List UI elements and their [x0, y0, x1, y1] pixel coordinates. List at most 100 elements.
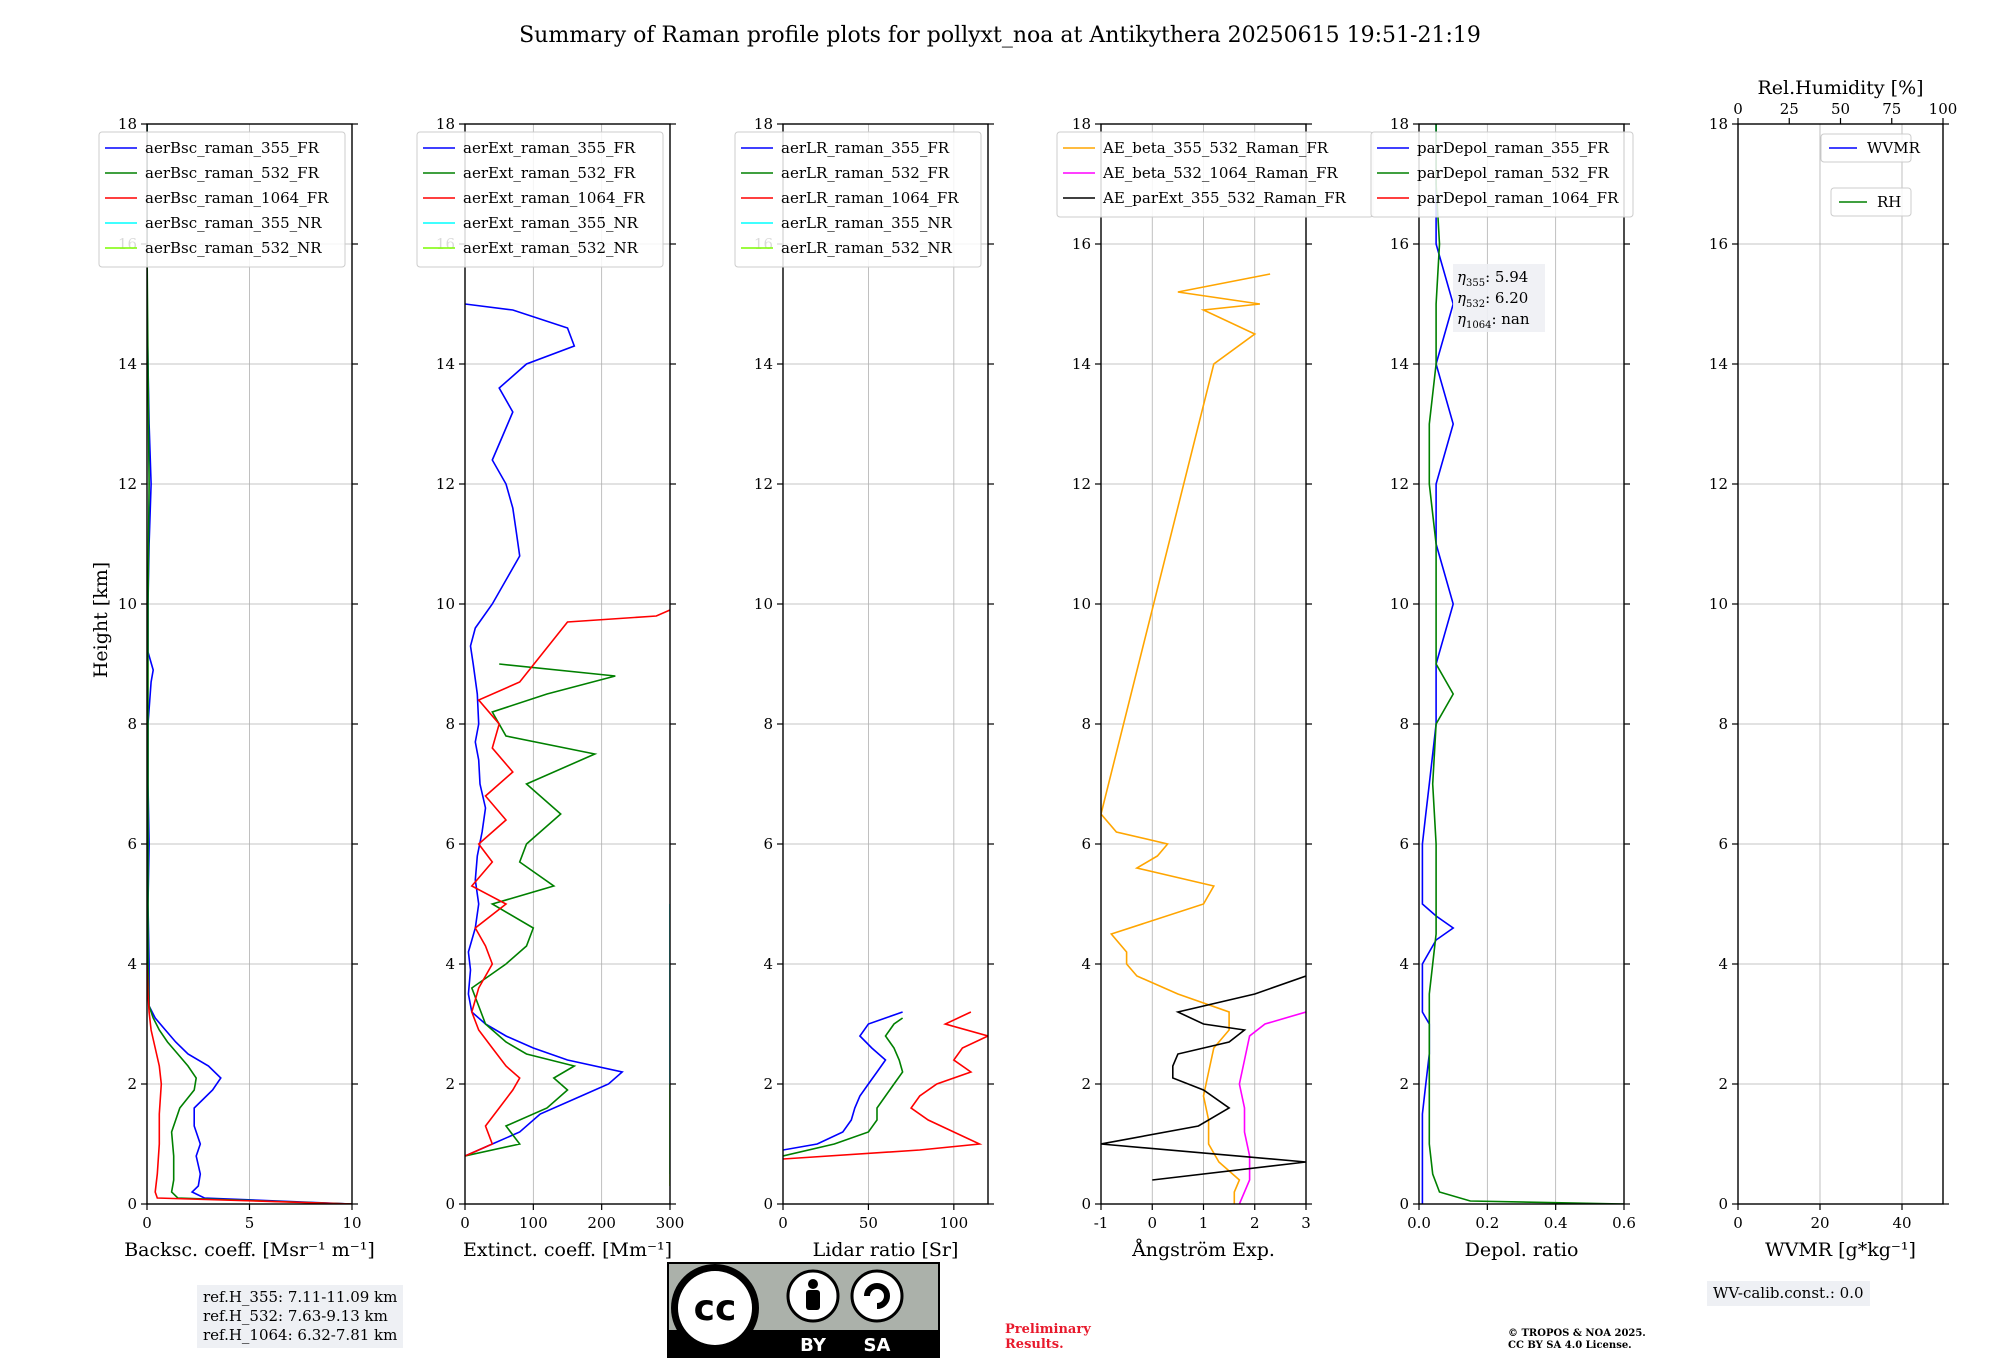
legend-box	[1370, 131, 1634, 218]
y-tick-label: 12	[436, 475, 455, 493]
x-tick-label: 20	[1810, 1214, 1829, 1232]
y-tick-label: 0	[1718, 1195, 1728, 1213]
sa-label: SA	[864, 1335, 891, 1356]
series-line-aerExt_raman_1064_FR	[465, 609, 670, 1157]
legend-entry-aerBsc_raman_1064_FR: aerBsc_raman_1064_FR	[145, 189, 329, 207]
sa-icon	[850, 1269, 904, 1323]
x-tick-label: 10	[342, 1214, 361, 1232]
copyright-note: © TROPOS & NOA 2025. CC BY SA 4.0 Licens…	[1508, 1328, 1646, 1352]
series-group	[147, 124, 352, 1204]
ref-h-1064: ref.H_1064: 6.32-7.81 km	[203, 1326, 398, 1344]
top-tick-label: 50	[1831, 100, 1850, 118]
series-line-AE_parExt_355_532_Raman_FR	[1101, 975, 1306, 1181]
y-tick-label: 18	[1072, 115, 1091, 133]
x-axis-label: Depol. ratio	[1465, 1239, 1579, 1261]
legend: aerBsc_raman_355_FR aerBsc_raman_532_FRae…	[98, 131, 346, 268]
top-tick-label: 75	[1882, 100, 1901, 118]
legend-entry-AE_beta_532_1064_Raman_FR: AE_beta_532_1064_Raman_FR	[1102, 164, 1338, 182]
y-tick-label: 2	[127, 1075, 137, 1093]
y-tick-label: 14	[118, 355, 137, 373]
y-tick-label: 8	[445, 715, 455, 733]
y-tick-label: 2	[1718, 1075, 1728, 1093]
y-tick-label: 12	[1390, 475, 1409, 493]
y-tick-label: 12	[1709, 475, 1728, 493]
legend-entry-aerExt_raman_1064_FR: aerExt_raman_1064_FR	[463, 189, 645, 207]
x-axis-label: Backsc. coeff. [Msr⁻¹ m⁻¹]	[124, 1239, 375, 1261]
y-tick-label: 14	[1390, 355, 1409, 373]
sa-icon-arrow	[864, 1283, 890, 1309]
y-tick-label: 6	[1399, 835, 1409, 853]
y-tick-label: 8	[763, 715, 773, 733]
x-tick-label: 0	[1147, 1214, 1157, 1232]
eta-subscript: 532	[1466, 299, 1485, 310]
series-line-aerLR_raman_532_FR	[783, 1017, 904, 1157]
y-tick-label: 2	[763, 1075, 773, 1093]
series-line-aerLR_raman_355_FR	[783, 1011, 903, 1151]
x-tick-label: 300	[656, 1214, 685, 1232]
y-tick-label: 18	[754, 115, 773, 133]
legend-box	[734, 131, 982, 268]
y-tick-label: 8	[127, 715, 137, 733]
y-tick-label: 16	[1390, 235, 1409, 253]
x-tick-label: 0.2	[1475, 1214, 1499, 1232]
y-tick-label: 0	[763, 1195, 773, 1213]
legend-entry-aerBsc_raman_355_FR: aerBsc_raman_355_FR	[145, 139, 320, 157]
legend-box	[1820, 133, 1912, 163]
y-tick-label: 2	[1399, 1075, 1409, 1093]
x-tick-label: 0	[778, 1214, 788, 1232]
x-tick-label: 40	[1892, 1214, 1911, 1232]
y-tick-label: 14	[1072, 355, 1091, 373]
x-tick-label: 0	[142, 1214, 152, 1232]
y-tick-label: 18	[118, 115, 137, 133]
legend-entry-parDepol_raman_355_FR: parDepol_raman_355_FR	[1417, 139, 1610, 157]
panel-depolarization: 0 2 4 6 8 10 12 14 16 18 0.0 0.2 0.4 0.6 Depol. ratio p…	[1370, 115, 1636, 1261]
eta-subscript: 1064	[1466, 320, 1491, 331]
y-tick-label: 2	[1081, 1075, 1091, 1093]
wv-calibration-box: WV-calib.const.: 0.0	[1707, 1281, 1870, 1306]
axes-frame	[1418, 123, 1625, 1205]
series-line-parDepol_raman_355_FR	[1421, 124, 1455, 1204]
legend: parDepol_raman_355_FR parDepol_raman_532_…	[1370, 131, 1634, 218]
by-icon-body	[806, 1290, 820, 1310]
y-tick-label: 6	[1081, 835, 1091, 853]
eta-value: : nan	[1491, 310, 1529, 328]
eta-532: η532: 6.20	[1457, 289, 1528, 310]
series-group	[1101, 273, 1306, 1204]
y-tick-label: 18	[1709, 115, 1728, 133]
y-tick-label: 10	[1390, 595, 1409, 613]
series-line-aerExt_raman_532_FR	[465, 663, 616, 1157]
legend-entry-AE_parExt_355_532_Raman_FR: AE_parExt_355_532_Raman_FR	[1102, 189, 1347, 207]
eta-symbol: η	[1457, 289, 1466, 307]
y-tick-label: 10	[754, 595, 773, 613]
y-tick-label: 6	[127, 835, 137, 853]
legend-entry-aerExt_raman_355_NR: aerExt_raman_355_NR	[463, 214, 639, 232]
y-tick-label: 8	[1718, 715, 1728, 733]
x-tick-label: 200	[587, 1214, 616, 1232]
y-tick-label: 10	[118, 595, 137, 613]
legend-entry-aerBsc_raman_355_NR: aerBsc_raman_355_NR	[145, 214, 322, 232]
x-tick-label: -1	[1094, 1214, 1109, 1232]
by-icon-head	[808, 1279, 818, 1289]
y-tick-label: 16	[1709, 235, 1728, 253]
legend-entry-aerLR_raman_1064_FR: aerLR_raman_1064_FR	[781, 189, 959, 207]
legend-box	[98, 131, 346, 268]
y-tick-label: 18	[436, 115, 455, 133]
x-tick-label: 2	[1250, 1214, 1260, 1232]
top-tick-label: 100	[1929, 100, 1958, 118]
panel-lidar_ratio: 024681012141618050100Lidar ratio [Sr]aer…	[734, 115, 994, 1261]
y-tick-label: 0	[445, 1195, 455, 1213]
legend-entry-AE_beta_355_532_Raman_FR: AE_beta_355_532_Raman_FR	[1102, 139, 1329, 157]
y-tick-label: 18	[1390, 115, 1409, 133]
x-axis-label: Lidar ratio [Sr]	[813, 1239, 959, 1261]
y-tick-label: 2	[445, 1075, 455, 1093]
y-tick-label: 0	[127, 1195, 137, 1213]
legend-entry-aerLR_raman_532_FR: aerLR_raman_532_FR	[781, 164, 950, 182]
preliminary-line-2: Results.	[1005, 1337, 1064, 1352]
legend: aerExt_raman_355_FR aerExt_raman_532_FRae…	[416, 131, 664, 268]
figure-title: Summary of Raman profile plots for polly…	[519, 23, 1481, 48]
copyright-line-1: © TROPOS & NOA 2025.	[1508, 1328, 1646, 1339]
legend-entry-aerBsc_raman_532_NR: aerBsc_raman_532_NR	[145, 239, 322, 257]
x-axis-label: Extinct. coeff. [Mm⁻¹]	[463, 1239, 672, 1261]
